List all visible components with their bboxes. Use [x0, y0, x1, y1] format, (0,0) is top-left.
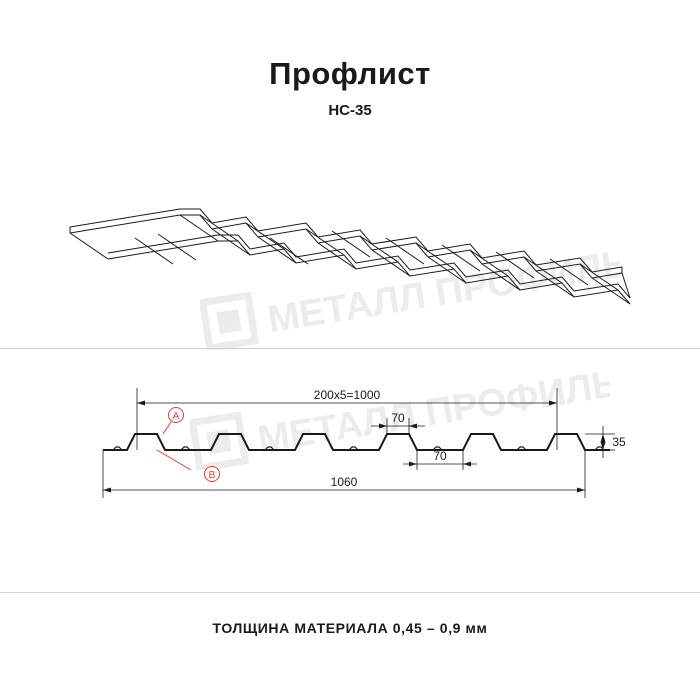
section-divider-top: [0, 348, 700, 349]
dimension-rib-lower-label: 70: [433, 449, 447, 463]
page-subtitle-model: НС-35: [328, 102, 372, 119]
callout-b-label: B: [209, 470, 216, 481]
material-thickness-note: ТОЛЩИНА МАТЕРИАЛА 0,45 – 0,9 мм: [212, 620, 488, 636]
cross-section-drawing: 200x5=1000 70 70 35 1060 A B: [95, 378, 625, 518]
dimension-height-label: 35: [612, 435, 625, 449]
isometric-sheet-illustration: [60, 175, 640, 315]
section-divider-bottom: [0, 592, 700, 593]
page-title: Профлист: [269, 56, 431, 91]
dimension-top-label: 200x5=1000: [314, 388, 381, 402]
dimension-width-label: 1060: [331, 475, 358, 489]
callout-a-label: A: [173, 411, 180, 422]
dimension-rib-upper-label: 70: [391, 411, 405, 425]
